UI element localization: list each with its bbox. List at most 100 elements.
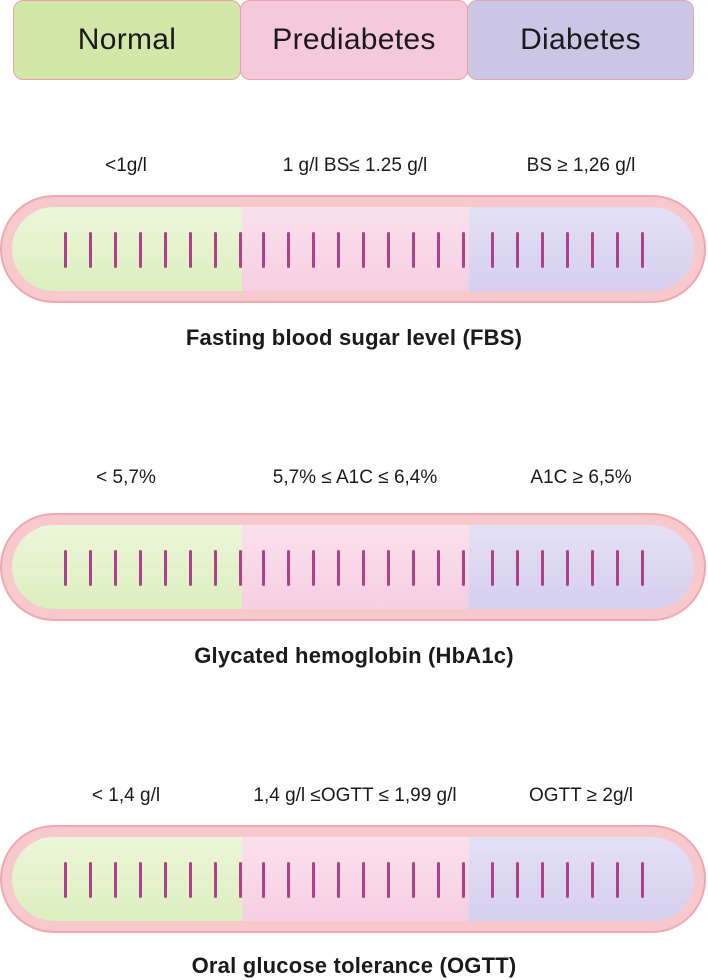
tick-mark bbox=[362, 862, 365, 898]
tick-mark bbox=[64, 862, 67, 898]
normal-range-label: < 1,4 g/l bbox=[91, 785, 161, 806]
prediabetes-segment bbox=[242, 525, 469, 609]
tick-mark bbox=[566, 232, 569, 268]
tick-mark bbox=[616, 232, 619, 268]
normal-range-label: <1g/l bbox=[105, 155, 147, 176]
prediabetes-segment bbox=[242, 207, 469, 291]
tick-mark bbox=[362, 232, 365, 268]
legend-normal-label: Normal bbox=[77, 23, 177, 56]
tick-mark bbox=[541, 550, 544, 586]
tick-mark bbox=[491, 232, 494, 268]
tick-mark bbox=[337, 862, 340, 898]
tick-mark bbox=[387, 232, 390, 268]
tick-mark bbox=[541, 862, 544, 898]
diabetes-range-label: A1C ≥ 6,5% bbox=[530, 467, 632, 488]
prediabetes-range-label: 1,4 g/l ≤OGTT ≤ 1,99 g/l bbox=[253, 785, 457, 806]
tick-mark bbox=[591, 862, 594, 898]
diabetes-range-label: OGTT ≥ 2g/l bbox=[528, 785, 634, 806]
tick-mark bbox=[262, 232, 265, 268]
tick-mark bbox=[89, 862, 92, 898]
tick-mark bbox=[214, 232, 217, 268]
diabetes-range-label: BS ≥ 1,26 g/l bbox=[526, 155, 636, 176]
tick-mark bbox=[114, 862, 117, 898]
tick-mark bbox=[491, 550, 494, 586]
tick-mark bbox=[641, 232, 644, 268]
tick-mark bbox=[164, 232, 167, 268]
tick-mark bbox=[239, 232, 242, 268]
tick-mark bbox=[287, 862, 290, 898]
tick-mark bbox=[616, 862, 619, 898]
test-name: Oral glucose tolerance (OGTT) bbox=[191, 953, 517, 978]
diabetes-segment bbox=[469, 525, 694, 609]
tick-mark bbox=[189, 550, 192, 586]
tick-mark bbox=[566, 862, 569, 898]
tick-mark bbox=[516, 862, 519, 898]
normal-segment bbox=[12, 837, 242, 921]
tick-mark bbox=[591, 550, 594, 586]
tick-mark bbox=[214, 550, 217, 586]
test-name: Glycated hemoglobin (HbA1c) bbox=[194, 643, 514, 668]
tick-mark bbox=[312, 550, 315, 586]
tick-mark bbox=[312, 232, 315, 268]
tick-mark bbox=[139, 862, 142, 898]
tick-mark bbox=[64, 232, 67, 268]
tick-mark bbox=[239, 862, 242, 898]
tick-mark bbox=[516, 232, 519, 268]
tick-mark bbox=[591, 232, 594, 268]
legend-diabetes-label: Diabetes bbox=[520, 23, 641, 56]
tick-mark bbox=[641, 550, 644, 586]
normal-segment bbox=[12, 207, 242, 291]
tick-mark bbox=[114, 232, 117, 268]
tick-mark bbox=[387, 550, 390, 586]
tick-mark bbox=[164, 550, 167, 586]
tick-mark bbox=[164, 862, 167, 898]
tick-mark bbox=[89, 550, 92, 586]
tick-mark bbox=[437, 232, 440, 268]
tick-mark bbox=[214, 862, 217, 898]
tick-mark bbox=[541, 232, 544, 268]
legend-diabetes: Diabetes bbox=[467, 0, 694, 80]
tick-mark bbox=[566, 550, 569, 586]
tick-mark bbox=[312, 862, 315, 898]
gauge-tube bbox=[0, 513, 706, 621]
gauge-tube bbox=[0, 825, 706, 933]
tick-mark bbox=[412, 232, 415, 268]
tick-mark bbox=[616, 550, 619, 586]
tick-mark bbox=[139, 550, 142, 586]
tick-mark bbox=[262, 550, 265, 586]
tick-mark bbox=[287, 232, 290, 268]
prediabetes-segment bbox=[242, 837, 469, 921]
tick-mark bbox=[491, 862, 494, 898]
tick-mark bbox=[64, 550, 67, 586]
tick-mark bbox=[189, 862, 192, 898]
normal-range-label: < 5,7% bbox=[96, 467, 156, 488]
tick-mark bbox=[462, 232, 465, 268]
tick-mark bbox=[462, 550, 465, 586]
normal-segment bbox=[12, 525, 242, 609]
tick-mark bbox=[262, 862, 265, 898]
tick-mark bbox=[437, 862, 440, 898]
diabetes-segment bbox=[469, 837, 694, 921]
legend-normal: Normal bbox=[13, 0, 241, 80]
tick-mark bbox=[437, 550, 440, 586]
category-legend: Normal Prediabetes Diabetes bbox=[13, 0, 694, 82]
tick-mark bbox=[462, 862, 465, 898]
tick-mark bbox=[114, 550, 117, 586]
tick-mark bbox=[189, 232, 192, 268]
tick-mark bbox=[387, 862, 390, 898]
prediabetes-range-label: 5,7% ≤ A1C ≤ 6,4% bbox=[272, 467, 438, 488]
tick-mark bbox=[139, 232, 142, 268]
tick-mark bbox=[412, 550, 415, 586]
test-name: Fasting blood sugar level (FBS) bbox=[185, 325, 523, 350]
tick-mark bbox=[362, 550, 365, 586]
tick-mark bbox=[287, 550, 290, 586]
gauge-tube bbox=[0, 195, 706, 303]
legend-prediabetes: Prediabetes bbox=[240, 0, 468, 80]
tick-mark bbox=[89, 232, 92, 268]
tick-mark bbox=[641, 862, 644, 898]
tick-mark bbox=[239, 550, 242, 586]
tick-mark bbox=[337, 550, 340, 586]
tick-mark bbox=[412, 862, 415, 898]
prediabetes-range-label: 1 g/l BS≤ 1.25 g/l bbox=[282, 155, 428, 176]
tick-mark bbox=[516, 550, 519, 586]
